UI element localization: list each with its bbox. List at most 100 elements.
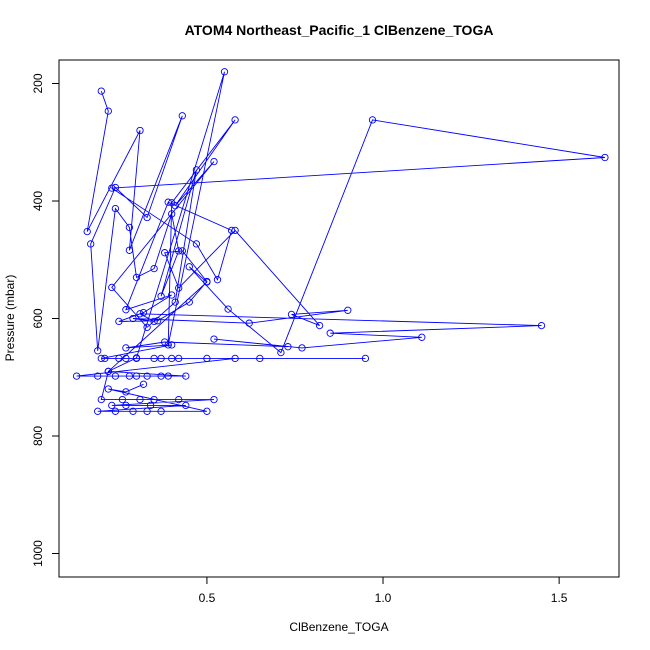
data-point bbox=[108, 184, 116, 192]
data-point bbox=[122, 354, 130, 363]
data-point bbox=[94, 372, 102, 380]
data-point bbox=[139, 308, 148, 317]
y-axis-label: Pressure (mbar) bbox=[3, 275, 17, 362]
data-point bbox=[368, 116, 377, 124]
data-point bbox=[157, 354, 165, 363]
data-point bbox=[108, 283, 116, 292]
data-point bbox=[227, 226, 236, 235]
data-point bbox=[161, 249, 169, 257]
data-point bbox=[104, 107, 112, 115]
series-layer bbox=[72, 68, 609, 415]
data-point bbox=[129, 407, 137, 415]
x-tick-label: 1.0 bbox=[375, 591, 392, 605]
data-point bbox=[94, 407, 102, 415]
data-point bbox=[122, 306, 130, 314]
data-point bbox=[115, 354, 123, 363]
data-point bbox=[168, 291, 176, 299]
data-point bbox=[122, 401, 130, 410]
data-point bbox=[245, 319, 253, 327]
data-point bbox=[192, 240, 201, 248]
data-point bbox=[83, 227, 91, 236]
chart-title: ATOM4 Northeast_Pacific_1 ClBenzene_TOGA bbox=[185, 22, 494, 38]
data-point bbox=[143, 407, 151, 415]
data-point bbox=[326, 329, 334, 337]
data-point bbox=[164, 372, 172, 380]
data-point bbox=[150, 264, 158, 273]
x-tick-label: 1.5 bbox=[551, 591, 568, 605]
data-point bbox=[164, 198, 172, 206]
data-point bbox=[153, 317, 162, 325]
data-point bbox=[168, 199, 176, 207]
data-point bbox=[115, 317, 123, 326]
data-point bbox=[143, 323, 151, 331]
data-point bbox=[231, 116, 239, 124]
data-point bbox=[171, 298, 179, 306]
data-point bbox=[537, 321, 546, 330]
data-point bbox=[94, 347, 102, 355]
x-axis: 0.5 1.0 1.5 bbox=[199, 577, 568, 605]
data-point bbox=[210, 335, 218, 343]
data-point bbox=[97, 87, 105, 95]
y-tick-label: 400 bbox=[31, 191, 45, 211]
data-point bbox=[97, 395, 105, 404]
data-point bbox=[284, 343, 292, 351]
data-point bbox=[601, 153, 609, 162]
series-line bbox=[76, 71, 605, 412]
data-point bbox=[132, 354, 141, 363]
data-point bbox=[287, 310, 296, 319]
y-tick-label: 600 bbox=[31, 308, 45, 328]
data-point bbox=[168, 354, 176, 363]
data-point bbox=[157, 372, 165, 380]
data-point bbox=[111, 183, 120, 192]
x-tick-label: 0.5 bbox=[199, 591, 216, 605]
data-point bbox=[203, 354, 211, 363]
data-point bbox=[97, 354, 105, 363]
data-point bbox=[182, 401, 190, 410]
data-point bbox=[139, 380, 148, 388]
data-point bbox=[150, 354, 158, 363]
data-point bbox=[101, 354, 109, 363]
data-point bbox=[132, 372, 141, 380]
data-point bbox=[150, 395, 158, 404]
data-point bbox=[175, 395, 183, 404]
data-point bbox=[104, 385, 112, 393]
data-point bbox=[72, 372, 81, 380]
data-point bbox=[185, 298, 193, 306]
data-point bbox=[136, 395, 144, 404]
data-point bbox=[344, 306, 352, 314]
data-point bbox=[175, 247, 183, 255]
data-point bbox=[125, 372, 134, 380]
data-point bbox=[203, 277, 211, 286]
data-point bbox=[129, 314, 137, 323]
data-point bbox=[256, 354, 264, 363]
y-tick-label: 1000 bbox=[31, 540, 45, 567]
data-point bbox=[122, 388, 130, 396]
data-point bbox=[210, 395, 218, 404]
y-axis: 200 400 600 800 1000 bbox=[31, 73, 59, 567]
data-point bbox=[175, 284, 183, 292]
data-point bbox=[157, 292, 165, 300]
data-point bbox=[203, 407, 211, 415]
data-point bbox=[150, 317, 158, 326]
data-point bbox=[87, 240, 95, 248]
data-point bbox=[224, 305, 232, 313]
data-point bbox=[118, 395, 127, 404]
data-point bbox=[122, 344, 130, 352]
data-point bbox=[231, 354, 239, 363]
data-point bbox=[132, 273, 141, 282]
data-point bbox=[213, 276, 222, 284]
data-point bbox=[136, 310, 144, 318]
data-point bbox=[231, 226, 239, 235]
data-point bbox=[168, 210, 176, 218]
data-point bbox=[277, 348, 285, 357]
data-point bbox=[104, 367, 112, 376]
data-point bbox=[185, 263, 193, 271]
data-point bbox=[178, 247, 186, 255]
data-point bbox=[315, 321, 324, 330]
data-point bbox=[178, 112, 186, 120]
data-point bbox=[146, 401, 155, 410]
data-point bbox=[168, 341, 176, 349]
data-point bbox=[111, 372, 120, 380]
y-tick-label: 200 bbox=[31, 73, 45, 93]
